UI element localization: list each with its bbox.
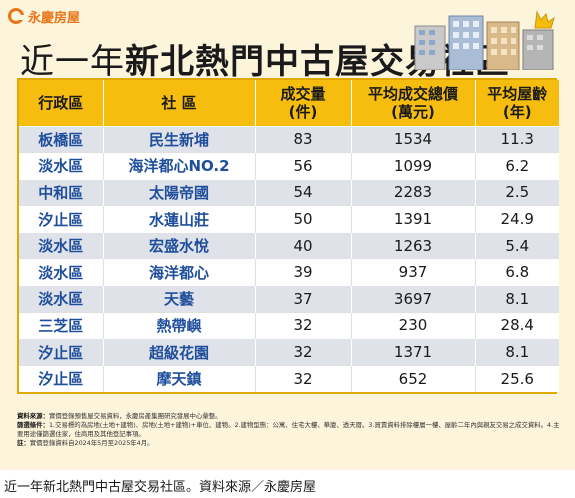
cell-district: 淡水區 (19, 152, 104, 180)
cell-community: 摩天鎮 (103, 364, 256, 392)
cell-avg-age: 8.1 (475, 338, 559, 366)
note-criteria: 篩選條件：1.交易標的為房地(土地+建物)、房地(土地+建物)+車位、建物。2.… (17, 421, 562, 439)
cell-avg-price: 652 (351, 364, 476, 392)
cell-district: 淡水區 (19, 285, 104, 313)
cell-volume: 83 (255, 125, 352, 153)
header-volume-unit: (件) (288, 102, 318, 121)
header-volume-label: 成交量 (280, 84, 326, 103)
image-caption: 近一年新北熱門中古屋交易社區。資料來源／永慶房屋 (4, 480, 317, 495)
cell-community: 海洋都心NO.2 (103, 152, 256, 180)
cell-district: 汐止區 (19, 364, 104, 392)
table-row: 淡水區 天藝 37 3697 8.1 (19, 285, 559, 313)
cell-community: 熱帶嶼 (103, 311, 256, 339)
cell-avg-price: 2283 (351, 178, 476, 206)
table-row: 淡水區 宏盛水悅 40 1263 5.4 (19, 231, 559, 259)
cell-avg-price: 1263 (351, 231, 476, 259)
header-avg-age-unit: (年) (502, 102, 532, 121)
header-avg-price-unit: (萬元) (391, 102, 435, 121)
cell-volume: 54 (255, 178, 352, 206)
cell-district: 三芝區 (19, 311, 104, 339)
cell-volume: 50 (255, 205, 352, 233)
table-row: 中和區 太陽帝國 54 2283 2.5 (19, 178, 559, 206)
cell-avg-price: 230 (351, 311, 476, 339)
cell-community: 宏盛水悅 (103, 231, 256, 259)
note-source-label: 資料來源： (17, 412, 49, 420)
cell-avg-price: 1391 (351, 205, 476, 233)
table-header-row: 行政區 社 區 成交量 (件) 平均成交總價 (萬元) 平均屋齡 (年) (19, 80, 559, 126)
cell-avg-price: 1099 (351, 152, 476, 180)
header-avg-price-label: 平均成交總價 (367, 84, 458, 103)
cell-district: 中和區 (19, 178, 104, 206)
cell-avg-age: 11.3 (475, 125, 559, 153)
brand-logo-icon (8, 8, 24, 24)
note-source: 資料來源：實價登錄預售屋交易資料，永慶房產集團研究發展中心彙整。 (17, 412, 562, 421)
cell-district: 汐止區 (19, 338, 104, 366)
header-avg-age: 平均屋齡 (年) (475, 80, 559, 126)
cell-community: 海洋都心 (103, 258, 256, 286)
cell-avg-age: 2.5 (475, 178, 559, 206)
brand-logo: 永慶房屋 (8, 6, 80, 26)
header-volume: 成交量 (件) (255, 80, 352, 126)
cell-volume: 56 (255, 152, 352, 180)
table-row: 汐止區 摩天鎮 32 652 25.6 (19, 364, 559, 392)
note-source-text: 實價登錄預售屋交易資料，永慶房產集團研究發展中心彙整。 (48, 412, 222, 420)
cell-district: 板橋區 (19, 125, 104, 153)
cell-volume: 40 (255, 231, 352, 259)
cell-avg-price: 3697 (351, 285, 476, 313)
cell-volume: 39 (255, 258, 352, 286)
cell-volume: 37 (255, 285, 352, 313)
cell-volume: 32 (255, 338, 352, 366)
cell-avg-age: 8.1 (475, 285, 559, 313)
cell-avg-age: 6.8 (475, 258, 559, 286)
header-avg-price: 平均成交總價 (萬元) (351, 80, 476, 126)
cell-avg-age: 5.4 (475, 231, 559, 259)
table-row: 淡水區 海洋都心 39 937 6.8 (19, 258, 559, 286)
cell-community: 超級花園 (103, 338, 256, 366)
brand-name: 永慶房屋 (28, 10, 81, 26)
header-district: 行政區 (19, 80, 104, 126)
note-criteria-text: 1.交易標的為房地(土地+建物)、房地(土地+建物)+車位、建物。2.建物型態：… (17, 421, 560, 438)
cell-volume: 32 (255, 364, 352, 392)
cell-district: 淡水區 (19, 231, 104, 259)
footnotes: 資料來源：實價登錄預售屋交易資料，永慶房產集團研究發展中心彙整。 篩選條件：1.… (17, 412, 562, 448)
cell-volume: 32 (255, 311, 352, 339)
cell-avg-age: 24.9 (475, 205, 559, 233)
header-avg-age-label: 平均屋齡 (487, 84, 548, 103)
cell-avg-price: 1371 (351, 338, 476, 366)
cell-community: 太陽帝國 (103, 178, 256, 206)
table-row: 板橋區 民生新埔 83 1534 11.3 (19, 125, 559, 153)
note-period: 註：實價登錄資料自2024年5月至2025年4月。 (17, 439, 562, 448)
note-criteria-label: 篩選條件： (17, 421, 49, 429)
header-community: 社 區 (103, 80, 256, 126)
note-period-text: 實價登錄資料自2024年5月至2025年4月。 (29, 439, 154, 447)
cell-avg-age: 6.2 (475, 152, 559, 180)
title-prefix: 近一年 (20, 42, 125, 82)
building-skyline-icon (414, 10, 555, 70)
cell-community: 民生新埔 (103, 125, 256, 153)
cell-community: 水蓮山莊 (103, 205, 256, 233)
cell-district: 淡水區 (19, 258, 104, 286)
note-period-label: 註： (17, 439, 30, 447)
table-row: 淡水區 海洋都心NO.2 56 1099 6.2 (19, 152, 559, 180)
community-table: 行政區 社 區 成交量 (件) 平均成交總價 (萬元) 平均屋齡 (年) (17, 78, 559, 394)
infographic-card: 永慶房屋 近一年 新北熱門中古屋交易社區 行政區 社 (0, 0, 575, 470)
cell-community: 天藝 (103, 285, 256, 313)
cell-district: 汐止區 (19, 205, 104, 233)
table-row: 汐止區 超級花園 32 1371 8.1 (19, 338, 559, 366)
cell-avg-age: 25.6 (475, 364, 559, 392)
table-row: 三芝區 熱帶嶼 32 230 28.4 (19, 311, 559, 339)
cell-avg-age: 28.4 (475, 311, 559, 339)
table-row: 汐止區 水蓮山莊 50 1391 24.9 (19, 205, 559, 233)
cell-avg-price: 937 (351, 258, 476, 286)
cell-avg-price: 1534 (351, 125, 476, 153)
